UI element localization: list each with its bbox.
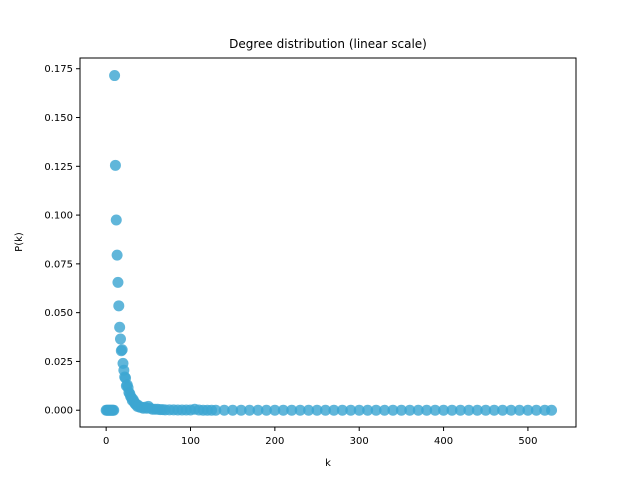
data-point [108,404,120,416]
data-point [530,404,542,416]
y-tick-label: 0.125 [44,162,73,173]
data-point [505,404,517,416]
data-point [497,404,509,416]
data-point [480,404,492,416]
data-point [446,404,458,416]
data-point [345,404,357,416]
data-point [362,404,374,416]
x-tick-label: 300 [350,436,369,447]
data-point [454,404,466,416]
y-axis-ticks: 0.000 0.025 0.050 0.075 0.100 0.125 0.150 0.175 [44,64,80,417]
data-point [370,404,382,416]
data-point [429,404,441,416]
y-tick-label: 0.100 [44,211,73,222]
data-point [114,333,126,345]
y-tick-label: 0.000 [44,406,73,417]
y-tick-label: 0.050 [44,308,73,319]
data-point [513,404,525,416]
data-point [319,404,331,416]
data-point [387,404,399,416]
data-point [114,321,126,333]
data-point [110,214,122,226]
data-point [336,404,348,416]
data-point [379,404,391,416]
data-point [109,159,121,171]
y-tick-label: 0.075 [44,259,73,270]
data-point [116,344,128,356]
data-point [109,70,121,82]
x-axis-label: k [325,458,331,469]
data-point [311,404,323,416]
plot-frame [79,57,577,428]
data-point [227,404,239,416]
data-point [412,404,424,416]
data-point [294,404,306,416]
data-point [111,249,123,261]
x-tick-label: 0 [103,436,109,447]
data-point [269,404,281,416]
data-point [210,404,222,416]
data-point [404,404,416,416]
data-point [235,404,247,416]
data-point [522,404,534,416]
x-axis-ticks: 0 100 200 300 400 500 [103,427,537,447]
data-point [244,404,256,416]
y-tick-label: 0.150 [44,113,73,124]
data-point [218,404,230,416]
data-point [438,404,450,416]
data-points [100,70,558,416]
data-point [112,276,124,288]
data-point [353,404,365,416]
y-axis-label: P(k) [14,232,25,252]
data-point [113,300,125,312]
data-point [395,404,407,416]
data-point [488,404,500,416]
x-tick-label: 400 [434,436,453,447]
data-point [328,404,340,416]
y-tick-label: 0.175 [44,64,73,75]
data-point [546,404,558,416]
chart-title: Degree distribution (linear scale) [229,37,427,51]
data-point [277,404,289,416]
data-point [252,404,264,416]
x-tick-label: 100 [181,436,200,447]
x-tick-label: 500 [518,436,537,447]
data-point [463,404,475,416]
data-point [471,404,483,416]
data-point [286,404,298,416]
data-point [421,404,433,416]
y-tick-label: 0.025 [44,357,73,368]
data-point [303,404,315,416]
x-tick-label: 200 [265,436,284,447]
data-point [260,404,272,416]
